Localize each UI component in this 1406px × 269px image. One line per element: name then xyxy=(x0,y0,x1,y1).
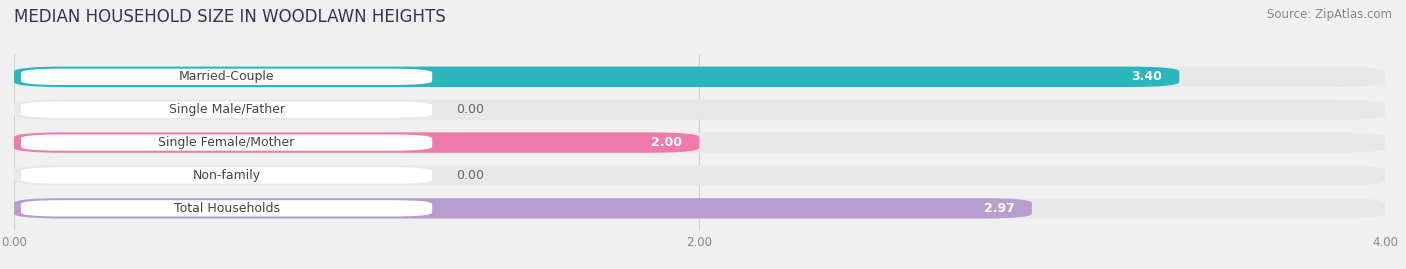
FancyBboxPatch shape xyxy=(14,67,1385,87)
FancyBboxPatch shape xyxy=(21,69,432,85)
FancyBboxPatch shape xyxy=(21,200,432,217)
Text: 2.00: 2.00 xyxy=(651,136,682,149)
FancyBboxPatch shape xyxy=(21,134,432,151)
Text: Total Households: Total Households xyxy=(173,202,280,215)
FancyBboxPatch shape xyxy=(21,101,432,118)
FancyBboxPatch shape xyxy=(14,198,1385,218)
Text: 2.97: 2.97 xyxy=(984,202,1015,215)
FancyBboxPatch shape xyxy=(14,165,1385,186)
Text: Single Male/Father: Single Male/Father xyxy=(169,103,284,116)
Text: Married-Couple: Married-Couple xyxy=(179,70,274,83)
Text: Single Female/Mother: Single Female/Mother xyxy=(159,136,295,149)
Text: 0.00: 0.00 xyxy=(456,169,484,182)
FancyBboxPatch shape xyxy=(21,167,432,184)
FancyBboxPatch shape xyxy=(14,198,1032,218)
FancyBboxPatch shape xyxy=(14,132,1385,153)
Text: Source: ZipAtlas.com: Source: ZipAtlas.com xyxy=(1267,8,1392,21)
Text: MEDIAN HOUSEHOLD SIZE IN WOODLAWN HEIGHTS: MEDIAN HOUSEHOLD SIZE IN WOODLAWN HEIGHT… xyxy=(14,8,446,26)
Text: 3.40: 3.40 xyxy=(1132,70,1163,83)
FancyBboxPatch shape xyxy=(14,100,1385,120)
FancyBboxPatch shape xyxy=(14,132,700,153)
Text: Non-family: Non-family xyxy=(193,169,260,182)
Text: 0.00: 0.00 xyxy=(456,103,484,116)
FancyBboxPatch shape xyxy=(14,67,1180,87)
